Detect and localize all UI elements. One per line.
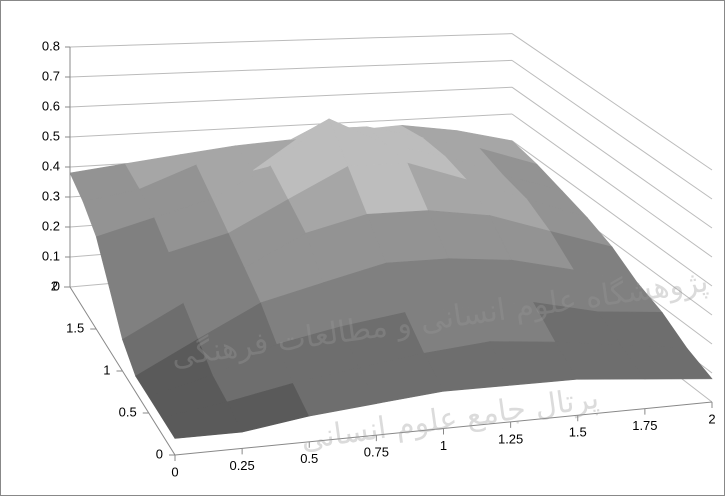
z-tick-label: 0.3 <box>42 188 60 203</box>
y-tick-label: 1.5 <box>66 320 84 335</box>
y-tick-label: 2 <box>51 278 58 293</box>
z-tick-label: 0.7 <box>42 68 60 83</box>
grid-line <box>69 113 513 138</box>
x-tick-label: 0.75 <box>364 445 389 460</box>
z-tick-label: 0.2 <box>42 218 60 233</box>
grid-line <box>511 59 713 200</box>
grid-line <box>69 86 513 108</box>
z-tick-label: 0.8 <box>42 38 60 53</box>
grid-line <box>69 33 513 48</box>
z-tick-label: 0 <box>53 278 60 293</box>
grid-line <box>69 59 513 78</box>
x-tick-label: 1.5 <box>569 425 587 440</box>
grid-line <box>511 86 713 229</box>
z-tick-label: 0.5 <box>42 128 60 143</box>
z-tick-label: 0.6 <box>42 98 60 113</box>
x-tick-label: 0.25 <box>229 458 254 473</box>
x-tick-label: 0.5 <box>300 451 318 466</box>
grid-line <box>511 140 713 287</box>
x-tick-label: 2 <box>708 411 715 426</box>
surface-cell <box>620 344 713 380</box>
surface <box>69 118 713 439</box>
z-tick-label: 0.4 <box>42 158 60 173</box>
grid-line <box>511 113 713 258</box>
y-tick-label: 0.5 <box>119 404 137 419</box>
z-tick-label: 0.1 <box>42 248 60 263</box>
y-tick-label: 1 <box>103 362 110 377</box>
x-tick-label: 1.25 <box>498 431 523 446</box>
x-tick-label: 0 <box>171 464 178 479</box>
grid-line <box>511 33 713 171</box>
x-tick-label: 1 <box>440 438 447 453</box>
x-tick-label: 1.75 <box>632 418 657 433</box>
axes: 00.10.20.30.40.50.60.70.800.511.520 0.25 0… <box>42 38 716 479</box>
y-tick-label: 0 <box>156 446 163 461</box>
